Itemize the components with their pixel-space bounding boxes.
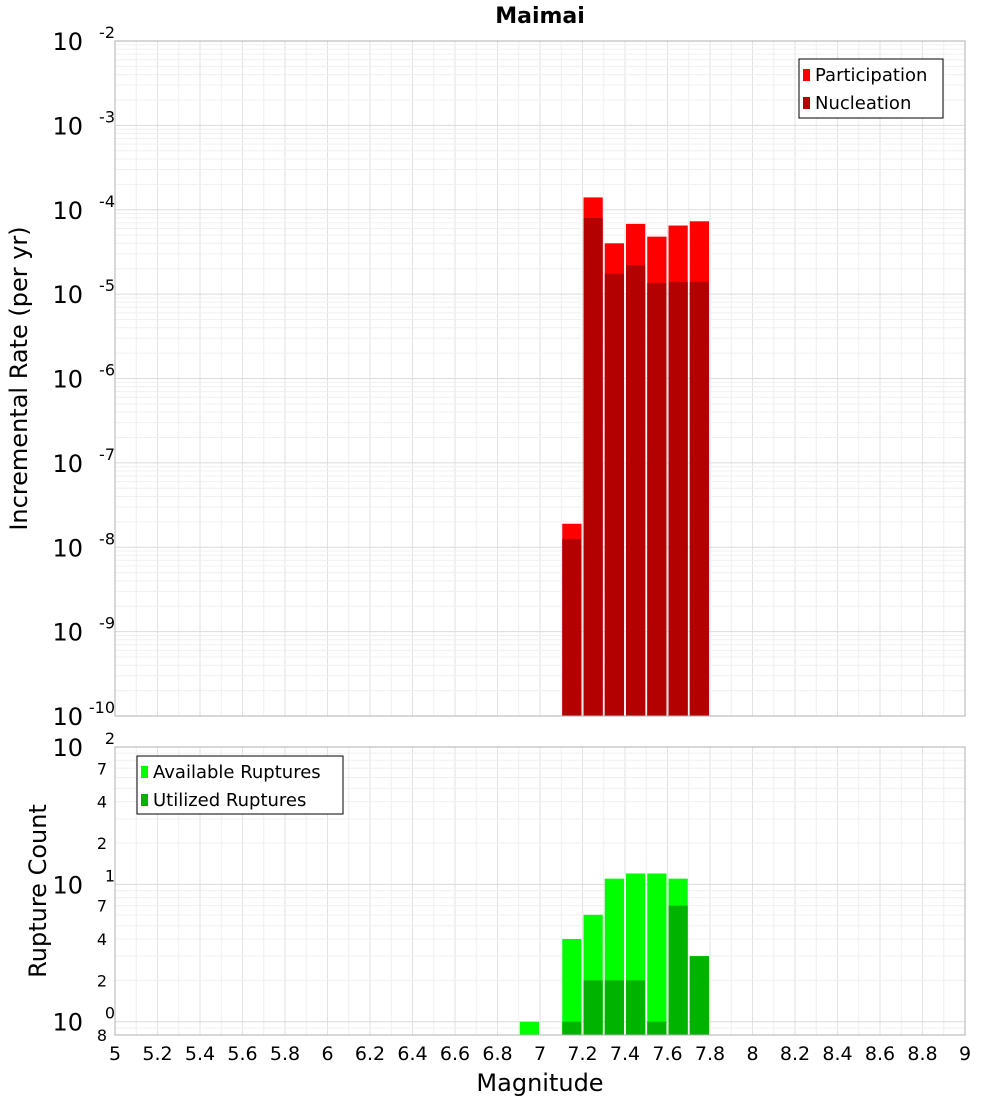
bars-group-0 bbox=[562, 197, 709, 717]
utilized-ruptures-bar bbox=[562, 1021, 582, 1035]
x-tick-label: 6.4 bbox=[397, 1043, 427, 1065]
y-minor-tick-label: 7 bbox=[97, 759, 107, 778]
x-tick-label: 5 bbox=[109, 1043, 121, 1065]
y-axis-label: Incremental Rate (per yr) bbox=[5, 226, 33, 530]
y-tick-label: 10 bbox=[52, 619, 83, 647]
y-tick-exponent: 1 bbox=[105, 866, 115, 885]
y-tick-label: 10 bbox=[52, 734, 83, 762]
utilized-ruptures-bar bbox=[626, 980, 646, 1035]
y-tick-label: 10 bbox=[52, 112, 83, 140]
y-tick-label: 10 bbox=[52, 197, 83, 225]
y-tick-label: 10 bbox=[52, 366, 83, 394]
y-tick-exponent: -4 bbox=[99, 192, 115, 211]
y-tick-exponent: -8 bbox=[99, 529, 115, 548]
legend-swatch bbox=[141, 766, 148, 778]
y-tick-label: 10 bbox=[52, 281, 83, 309]
y-tick-exponent: -6 bbox=[99, 361, 115, 380]
nucleation-bar bbox=[562, 539, 582, 716]
utilized-ruptures-bar bbox=[604, 980, 624, 1035]
y-minor-tick-label: 2 bbox=[97, 971, 107, 990]
x-tick-label: 7.6 bbox=[652, 1043, 682, 1065]
nucleation-bar bbox=[689, 281, 709, 716]
x-tick-label: 8.8 bbox=[907, 1043, 937, 1065]
available-ruptures-bar bbox=[519, 1021, 539, 1035]
y-tick-label: 10 bbox=[52, 703, 83, 731]
y-minor-tick-label: 2 bbox=[97, 834, 107, 853]
y-tick-exponent: -9 bbox=[99, 614, 115, 633]
x-tick-label: 5.6 bbox=[227, 1043, 257, 1065]
y-tick-exponent: -3 bbox=[99, 107, 115, 126]
y-axis-label: Rupture Count bbox=[24, 804, 52, 978]
x-tick-label: 5.8 bbox=[270, 1043, 300, 1065]
x-tick-label: 6.6 bbox=[440, 1043, 470, 1065]
y-tick-label: 10 bbox=[52, 534, 83, 562]
available-ruptures-bar bbox=[647, 873, 667, 1035]
nucleation-bar bbox=[583, 217, 603, 716]
y-tick-label: 10 bbox=[52, 871, 83, 899]
x-tick-label: 5.4 bbox=[185, 1043, 215, 1065]
legend-box bbox=[798, 58, 944, 119]
nucleation-bar bbox=[668, 281, 688, 716]
nucleation-bar bbox=[604, 273, 624, 716]
utilized-ruptures-bar bbox=[583, 980, 603, 1035]
x-tick-label: 9 bbox=[959, 1043, 971, 1065]
x-axis-label: Magnitude bbox=[476, 1069, 603, 1097]
chart-title: Maimai bbox=[495, 4, 585, 29]
y-tick-exponent: -10 bbox=[89, 698, 115, 717]
y-minor-tick-label: 4 bbox=[97, 930, 107, 949]
plot-border-1 bbox=[114, 746, 966, 1036]
x-tick-label: 7 bbox=[534, 1043, 546, 1065]
legend-swatch bbox=[803, 97, 810, 109]
x-tick-label: 6.8 bbox=[482, 1043, 512, 1065]
y-minor-tick-label: 7 bbox=[97, 897, 107, 916]
x-tick-label: 8 bbox=[746, 1043, 758, 1065]
x-tick-label: 7.2 bbox=[567, 1043, 597, 1065]
legend-box bbox=[136, 755, 344, 815]
y-minor-tick-label: 8 bbox=[97, 1026, 107, 1045]
x-tick-label: 6.2 bbox=[355, 1043, 385, 1065]
legend-label: Participation bbox=[815, 65, 927, 86]
x-tick-label: 7.4 bbox=[610, 1043, 640, 1065]
y-tick-label: 10 bbox=[52, 28, 83, 56]
legend-0: Participation Nucleation bbox=[798, 58, 944, 119]
x-tick-label: 8.2 bbox=[780, 1043, 810, 1065]
x-tick-label: 8.6 bbox=[865, 1043, 895, 1065]
nucleation-bar bbox=[647, 283, 667, 716]
nucleation-bar bbox=[626, 265, 646, 716]
utilized-ruptures-bar bbox=[689, 956, 709, 1035]
available-ruptures-bar bbox=[562, 939, 582, 1035]
y-minor-tick-label: 4 bbox=[97, 793, 107, 812]
y-tick-label: 10 bbox=[52, 450, 83, 478]
x-tick-label: 5.2 bbox=[142, 1043, 172, 1065]
legend-swatch bbox=[141, 794, 148, 806]
legend-label: Available Ruptures bbox=[153, 762, 321, 783]
x-tick-label: 6 bbox=[321, 1043, 333, 1065]
plot-border-0 bbox=[114, 40, 966, 717]
legend-label: Nucleation bbox=[815, 93, 911, 114]
utilized-ruptures-bar bbox=[647, 1021, 667, 1035]
x-tick-label: 7.8 bbox=[695, 1043, 725, 1065]
x-tick-label: 8.4 bbox=[822, 1043, 852, 1065]
utilized-ruptures-bar bbox=[668, 905, 688, 1035]
y-tick-label: 10 bbox=[52, 1009, 83, 1037]
y-tick-exponent: -5 bbox=[99, 276, 115, 295]
y-tick-exponent: 0 bbox=[105, 1004, 115, 1023]
legend-1: Available Ruptures Utilized Ruptures bbox=[136, 755, 344, 815]
y-tick-exponent: -7 bbox=[99, 445, 115, 464]
legend-swatch bbox=[803, 69, 810, 81]
y-tick-exponent: 2 bbox=[105, 729, 115, 748]
bars-group-1 bbox=[519, 873, 709, 1035]
y-tick-exponent: -2 bbox=[99, 23, 115, 42]
legend-label: Utilized Ruptures bbox=[153, 790, 306, 811]
